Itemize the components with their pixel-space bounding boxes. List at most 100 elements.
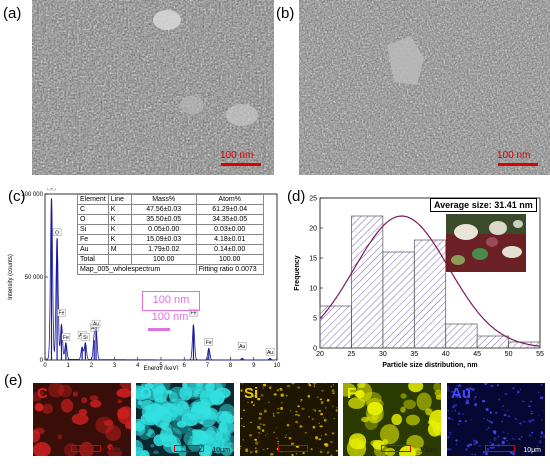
map-signal bbox=[276, 437, 278, 439]
eds-overlay-scale-top: 100 nm bbox=[142, 291, 200, 311]
y-tick-label: 100 000 bbox=[21, 192, 43, 198]
map-signal bbox=[117, 406, 131, 425]
map-signal bbox=[469, 443, 473, 446]
sem-scale-bar-b bbox=[498, 163, 538, 166]
map-signal bbox=[260, 423, 263, 425]
map-signal bbox=[280, 393, 284, 397]
element-map-au: Au 10μm bbox=[447, 383, 545, 456]
eds-overlay-scale-bottom: 100 nm bbox=[151, 311, 189, 323]
map-scale-label: 10μm bbox=[316, 447, 334, 454]
map-signal bbox=[323, 418, 327, 422]
map-signal bbox=[182, 383, 188, 388]
map-signal bbox=[488, 420, 490, 422]
map-signal bbox=[262, 423, 266, 427]
table-cell: 15.09±0.03 bbox=[130, 234, 197, 245]
map-signal bbox=[474, 453, 477, 456]
element-map-label: Fe bbox=[347, 385, 365, 402]
map-signal bbox=[322, 417, 324, 419]
y-tick-label: 25 bbox=[309, 196, 317, 203]
map-signal bbox=[308, 383, 310, 385]
map-signal bbox=[260, 393, 264, 397]
peak-label-box bbox=[57, 308, 66, 317]
peak-label: O bbox=[55, 230, 59, 236]
map-signal bbox=[33, 442, 51, 456]
map-signal bbox=[330, 454, 333, 456]
x-tick-label: 55 bbox=[536, 351, 544, 358]
map-signal bbox=[391, 413, 402, 426]
map-signal bbox=[474, 402, 478, 407]
table-row: Au M 1.79±0.02 0.14±0.00 bbox=[77, 244, 264, 255]
histogram-bar bbox=[413, 239, 447, 349]
map-signal bbox=[491, 446, 495, 449]
map-signal bbox=[240, 389, 243, 392]
map-signal bbox=[530, 413, 533, 415]
map-signal bbox=[470, 453, 474, 456]
map-signal bbox=[484, 383, 488, 386]
map-signal bbox=[315, 436, 318, 440]
table-cell: K bbox=[107, 214, 132, 225]
map-signal bbox=[416, 392, 432, 411]
map-signal bbox=[253, 395, 256, 397]
map-signal bbox=[250, 421, 252, 424]
map-signal bbox=[528, 405, 531, 407]
map-signal bbox=[105, 425, 122, 442]
map-signal bbox=[489, 446, 492, 449]
y-tick-label: 50 000 bbox=[25, 275, 44, 281]
map-signal bbox=[258, 436, 260, 438]
map-signal bbox=[262, 383, 267, 387]
map-signal bbox=[490, 384, 494, 388]
table-cell: 34.35±0.05 bbox=[195, 214, 264, 225]
map-signal bbox=[263, 409, 267, 413]
map-signal bbox=[501, 405, 504, 407]
map-signal bbox=[523, 420, 525, 423]
map-signal bbox=[181, 445, 187, 450]
map-signal bbox=[475, 440, 478, 444]
x-tick-label: 9 bbox=[252, 363, 256, 369]
map-signal bbox=[312, 425, 316, 429]
map-signal bbox=[447, 386, 449, 390]
map-signal bbox=[502, 431, 505, 433]
map-signal bbox=[455, 443, 458, 445]
map-signal bbox=[144, 383, 154, 390]
y-tick-label: 0 bbox=[313, 346, 317, 353]
x-tick-label: 25 bbox=[348, 351, 356, 358]
panel-label-a: (a) bbox=[3, 5, 22, 22]
map-signal bbox=[255, 441, 259, 446]
map-signal bbox=[162, 435, 182, 454]
map-signal bbox=[504, 393, 508, 396]
table-cell: Atom% bbox=[195, 194, 264, 205]
map-signal bbox=[514, 417, 518, 420]
x-tick-label: 7 bbox=[206, 363, 210, 369]
map-signal bbox=[403, 399, 416, 410]
table-footer-row: Map_005_wholespectrum Fitting ratio 0.007… bbox=[77, 264, 264, 275]
map-signal bbox=[515, 393, 517, 395]
map-signal bbox=[478, 444, 481, 447]
map-signal bbox=[372, 414, 379, 420]
map-signal bbox=[457, 412, 461, 416]
map-signal bbox=[81, 397, 88, 404]
map-signal bbox=[512, 437, 515, 440]
map-signal bbox=[332, 384, 335, 386]
map-signal bbox=[502, 409, 504, 411]
element-map-si: Si 10μm bbox=[240, 383, 338, 456]
table-cell bbox=[107, 254, 132, 265]
table-cell: C bbox=[77, 204, 109, 215]
map-signal bbox=[312, 383, 317, 385]
map-signal bbox=[219, 419, 234, 433]
table-row: Si K 0.05±0.00 0.03±0.00 bbox=[77, 224, 264, 235]
map-texture bbox=[343, 383, 441, 456]
map-signal bbox=[270, 452, 274, 456]
map-signal bbox=[367, 401, 383, 416]
map-signal bbox=[400, 393, 407, 399]
map-signal bbox=[450, 390, 454, 393]
map-signal bbox=[297, 414, 300, 417]
histogram-bar bbox=[508, 341, 541, 349]
map-scale-bar bbox=[485, 445, 515, 452]
map-scale-bar bbox=[174, 445, 204, 452]
map-signal bbox=[519, 388, 522, 391]
peak-label: Au bbox=[267, 350, 273, 356]
table-cell: Mass% bbox=[130, 194, 197, 205]
eds-overlay-bar bbox=[148, 328, 170, 331]
map-signal bbox=[466, 444, 470, 447]
x-axis-label: Particle size distribution, nm bbox=[382, 362, 477, 369]
